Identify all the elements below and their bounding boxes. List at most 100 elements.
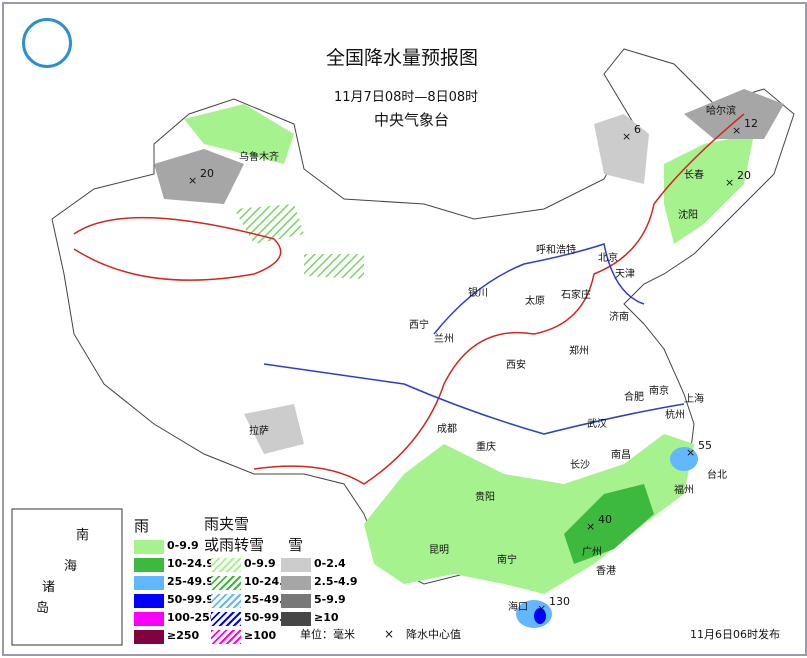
legend-label: 100-250 <box>167 611 218 624</box>
map-canvas <box>11 48 795 646</box>
city-label: 杭州 <box>665 410 685 421</box>
legend-label: 2.5-4.9 <box>314 575 358 588</box>
center-value: 20 <box>737 169 751 182</box>
city-label: 合肥 <box>624 392 644 403</box>
map-title: 全国降水量预报图 <box>326 47 479 69</box>
city-label: 郑州 <box>569 346 589 357</box>
city-label: 广州 <box>582 547 602 558</box>
legend-swatch <box>134 612 164 626</box>
rain-area-heavy-fujian <box>670 447 698 471</box>
mixed-hatch-area <box>234 204 364 279</box>
rain-area-hainan-heavy <box>534 608 546 624</box>
mixed-area-xinjiang <box>184 104 294 164</box>
legend-swatch <box>134 558 164 572</box>
legend-swatch <box>211 630 241 644</box>
city-label: 武汉 <box>587 419 607 430</box>
center-value: 20 <box>200 167 214 180</box>
city-label: 北京 <box>598 253 618 264</box>
legend-label: ≥250 <box>167 629 200 642</box>
city-label: 拉萨 <box>249 426 269 437</box>
city-label: 济南 <box>609 312 629 323</box>
center-marker-icon: × <box>725 176 735 189</box>
legend-label: 0-2.4 <box>314 557 346 570</box>
city-label: 石家庄 <box>561 290 591 301</box>
forecast-period: 11月7日08时—8日08时 <box>334 90 479 105</box>
center-symbol: × <box>384 627 395 641</box>
snow-area-mongolia <box>594 114 649 184</box>
city-label: 长沙 <box>570 460 590 471</box>
legend-swatch <box>211 576 241 590</box>
city-label: 重庆 <box>476 442 496 453</box>
legend-swatch <box>211 612 241 626</box>
center-marker-icon: × <box>686 446 696 459</box>
legend-swatch <box>281 558 311 572</box>
city-label: 南宁 <box>497 555 517 566</box>
center-marker-icon: × <box>586 520 596 533</box>
legend-label: 50-99.9 <box>244 611 292 624</box>
city-label: 香港 <box>596 566 616 577</box>
city-label: 台北 <box>707 470 727 481</box>
legend-label: ≥10 <box>314 611 339 624</box>
legend-label: 50-99.9 <box>167 593 215 606</box>
city-label: 哈尔滨 <box>706 106 736 117</box>
center-label: 降水中心值 <box>406 628 461 641</box>
cma-logo <box>22 18 72 68</box>
legend-swatch <box>134 540 164 554</box>
center-marker-icon: × <box>537 602 547 615</box>
legend-snow-title: 雪 <box>288 536 304 554</box>
inset-label: 诸 <box>42 580 56 595</box>
city-label: 西宁 <box>409 320 429 331</box>
city-label: 太原 <box>525 296 545 307</box>
city-label: 贵阳 <box>475 492 495 503</box>
legend-swatch <box>281 576 311 590</box>
snow-area-xinjiang <box>154 149 244 204</box>
legend-label: 25-49.9 <box>244 593 292 606</box>
issue-time: 11月6日06时发布 <box>690 628 780 641</box>
rain-area-moderate-southeast <box>564 484 654 564</box>
city-label: 乌鲁木齐 <box>239 152 279 163</box>
unit-label: 单位：毫米 <box>300 628 355 641</box>
rain-area-northeast <box>664 134 754 244</box>
inset-label: 海 <box>64 559 78 574</box>
legend-swatch <box>134 576 164 590</box>
center-marker-icon: × <box>732 124 742 137</box>
city-label: 福州 <box>674 485 694 496</box>
legend-label: ≥100 <box>244 629 277 642</box>
legend-swatch <box>134 594 164 608</box>
legend-swatch <box>134 630 164 644</box>
city-label: 上海 <box>684 394 704 405</box>
city-label: 长春 <box>684 170 704 181</box>
city-label: 天津 <box>615 269 635 280</box>
center-value: 40 <box>598 513 612 526</box>
center-value: 55 <box>698 439 712 452</box>
city-label: 西安 <box>506 360 526 371</box>
legend-mixed-title: 雨夹雪 <box>204 515 250 533</box>
rain-area-light-south <box>364 434 694 594</box>
center-marker-icon: × <box>622 130 632 143</box>
legend-swatch <box>211 558 241 572</box>
city-label: 海口 <box>508 602 528 613</box>
city-label: 成都 <box>437 424 457 435</box>
legend-label: 10-24.9 <box>167 557 215 570</box>
china-outline <box>51 48 795 585</box>
city-label: 昆明 <box>429 545 449 556</box>
issuer: 中央气象台 <box>374 111 450 129</box>
legend-label: 10-24.9 <box>244 575 292 588</box>
legend-label: 5-9.9 <box>314 593 346 606</box>
legend-rain-title: 雨 <box>134 517 150 535</box>
city-label: 南京 <box>649 386 669 397</box>
legend-label: 25-49.9 <box>167 575 215 588</box>
inset-label: 岛 <box>36 601 50 616</box>
snow-area-northeast <box>684 89 784 139</box>
rivers <box>263 243 685 435</box>
legend-swatch <box>211 594 241 608</box>
legend-swatch <box>281 594 311 608</box>
legend-mixed-title-2: 或雨转雪 <box>204 536 265 554</box>
legend-swatch <box>281 612 311 626</box>
center-value: 12 <box>744 117 758 130</box>
inset-label: 南 <box>76 528 90 543</box>
legend-label: 0-9.9 <box>244 557 276 570</box>
center-marker-icon: × <box>188 174 198 187</box>
legend-label: 0-9.9 <box>167 539 199 552</box>
